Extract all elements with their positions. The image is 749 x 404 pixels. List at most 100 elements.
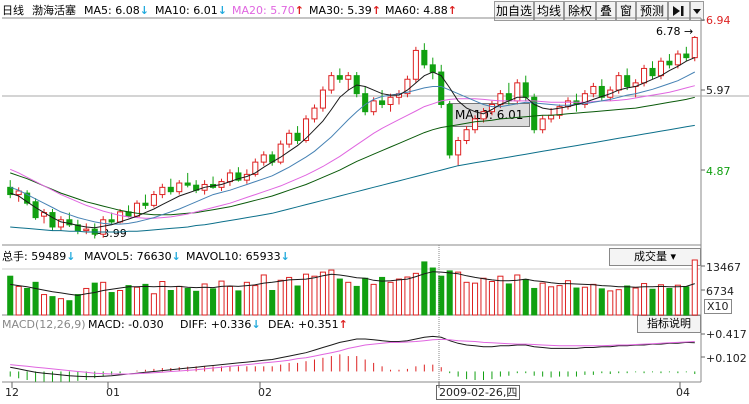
- volume-bar: [387, 281, 394, 316]
- volume-bar: [100, 281, 107, 316]
- candle-body: [286, 132, 293, 145]
- volume-bar: [24, 287, 31, 316]
- volume-bar: [615, 289, 622, 316]
- arrow-up-icon: ↑: [371, 4, 381, 17]
- candle-body: [184, 182, 191, 186]
- volume-bar: [649, 288, 656, 316]
- candle-body: [226, 172, 233, 183]
- dropdown-button[interactable]: [690, 1, 704, 21]
- candle-body: [260, 154, 267, 163]
- candle-body: [674, 53, 681, 66]
- volume-bar: [531, 287, 538, 316]
- candle-body: [49, 212, 56, 228]
- period-label[interactable]: 日线: [2, 4, 24, 17]
- candle-body: [455, 140, 462, 156]
- volume-bar: [193, 290, 200, 316]
- skip-forward-button[interactable]: [668, 1, 690, 21]
- candle-body: [412, 49, 419, 80]
- arrow-up-icon: ↑: [447, 4, 457, 17]
- arrow-up-icon: ↑: [338, 318, 348, 331]
- candle-body: [539, 118, 546, 131]
- overlay-button[interactable]: 叠: [596, 1, 616, 21]
- mavol10-value: MAVOL10: 65933↓: [186, 250, 290, 263]
- volume-bar: [666, 287, 673, 316]
- candle-body: [649, 67, 656, 77]
- candle-body: [133, 202, 141, 217]
- volume-bar: [632, 287, 639, 316]
- volume-bar: [176, 285, 183, 316]
- candle-body: [463, 129, 470, 142]
- candle-body: [24, 192, 31, 204]
- volume-bar: [395, 278, 403, 316]
- candle-body: [74, 224, 81, 232]
- volume-bar: [522, 278, 529, 316]
- candle-body: [615, 75, 622, 91]
- ma60-value: MA60: 4.88↑: [385, 4, 457, 17]
- volume-bar: [548, 286, 555, 316]
- volume-bar: [260, 274, 267, 316]
- volume-bar: [455, 271, 462, 316]
- ma5-value: MA5: 6.08↓: [84, 4, 149, 17]
- volume-bar: [286, 276, 293, 316]
- ma5-line: [10, 57, 695, 229]
- candle-body: [32, 201, 39, 219]
- add-watchlist-button[interactable]: 加自选: [494, 1, 534, 21]
- volume-bar: [7, 275, 14, 316]
- volume-bar: [91, 282, 98, 316]
- candle-body: [379, 100, 386, 105]
- volume-bar: [311, 275, 318, 316]
- volume-bar: [641, 283, 648, 316]
- date-label-04: 04: [676, 386, 690, 399]
- volume-bar: [674, 284, 681, 316]
- forecast-button[interactable]: 预测: [636, 1, 668, 21]
- volume-bar: [683, 286, 690, 316]
- volume-axis-top: 13467: [706, 261, 741, 274]
- candle-body: [362, 93, 369, 113]
- ex-rights-button[interactable]: 除权: [564, 1, 596, 21]
- ma10-line: [10, 71, 696, 225]
- candle-body: [497, 93, 504, 105]
- volume-bar: [57, 298, 64, 316]
- volume-bar: [40, 294, 48, 316]
- volume-indicator-button[interactable]: 成交量 ▾: [609, 248, 701, 266]
- candle-body: [167, 186, 174, 193]
- volume-bar: [74, 294, 81, 316]
- volume-bar: [269, 289, 276, 316]
- moving-average-button[interactable]: 均线: [534, 1, 564, 21]
- volume-bar: [379, 276, 386, 316]
- candle-body: [480, 111, 487, 120]
- candle-body: [556, 106, 563, 116]
- arrow-up-icon: ↑: [294, 4, 304, 17]
- candle-body: [683, 53, 690, 59]
- ma10-value: MA10: 6.01↓: [155, 4, 227, 17]
- volume-axis-mid: 6734: [706, 285, 734, 298]
- volume-bar: [235, 290, 242, 316]
- candle-body: [311, 107, 318, 120]
- macd-axis-top: +0.417: [706, 328, 747, 341]
- date-label-12: 12: [5, 386, 19, 399]
- dea-value: DEA: +0.351↑: [268, 318, 348, 331]
- volume-bar: [226, 285, 233, 316]
- mavol5-line: [10, 271, 695, 296]
- volume-bar: [463, 281, 470, 316]
- volume-bar: [83, 287, 90, 316]
- window-button[interactable]: 窗: [616, 1, 636, 21]
- candle-body: [302, 118, 310, 142]
- indicator-help-button[interactable]: 指标说明: [637, 315, 701, 333]
- volume-bar: [421, 261, 428, 316]
- ma20-line: [10, 85, 695, 219]
- volume-bar: [362, 277, 369, 316]
- ma60-line: [10, 124, 695, 233]
- candle-body: [15, 190, 22, 196]
- candle-body: [404, 78, 411, 95]
- volume-bar: [497, 275, 504, 316]
- diff-value: DIFF: +0.336↓: [180, 318, 261, 331]
- volume-bar: [581, 286, 588, 316]
- candle-body: [548, 114, 555, 120]
- candle-body: [641, 67, 648, 84]
- volume-bar: [328, 269, 335, 316]
- volume-bar: [277, 279, 284, 316]
- candle-body: [446, 103, 453, 156]
